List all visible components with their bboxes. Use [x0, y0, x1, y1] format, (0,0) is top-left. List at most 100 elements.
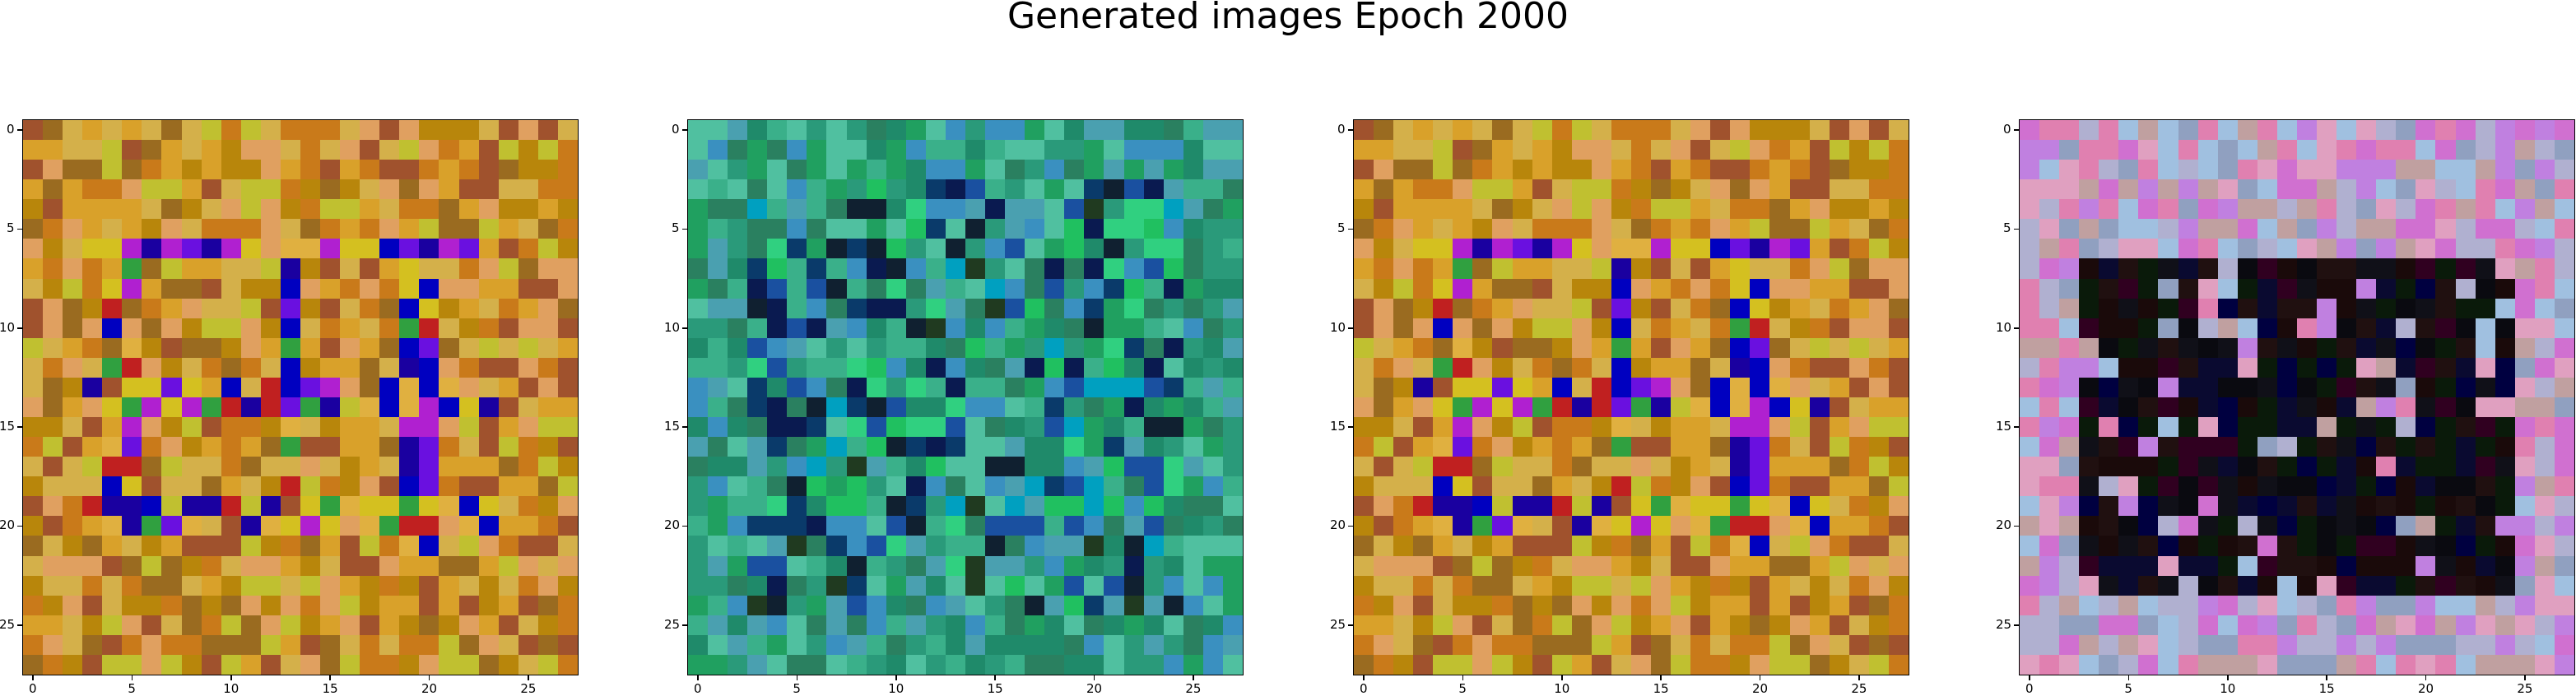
image-pixel	[1104, 575, 1124, 596]
image-pixel	[2039, 595, 2060, 615]
image-pixel	[1472, 318, 1493, 338]
image-pixel	[2099, 219, 2119, 239]
image-pixel	[2237, 318, 2257, 338]
image-pixel	[1512, 278, 1532, 299]
image-pixel	[1433, 476, 1453, 497]
image-pixel	[1888, 199, 1909, 220]
image-pixel	[2197, 120, 2218, 141]
image-pixel	[2435, 516, 2456, 536]
image-pixel	[260, 575, 281, 596]
image-pixel	[886, 555, 906, 576]
image-pixel	[846, 654, 867, 675]
image-pixel	[518, 140, 538, 160]
image-pixel	[767, 219, 788, 239]
image-pixel	[2276, 516, 2297, 536]
image-pixel	[1591, 397, 1611, 418]
image-pixel	[1044, 595, 1065, 615]
image-pixel	[1143, 555, 1164, 576]
image-pixel	[866, 120, 886, 141]
image-pixel	[1690, 239, 1711, 259]
image-pixel	[1044, 318, 1065, 338]
image-pixel	[419, 476, 439, 497]
image-pixel	[2138, 575, 2159, 596]
image-pixel	[846, 575, 867, 596]
image-pixel	[2099, 318, 2119, 338]
image-pixel	[1393, 337, 1414, 358]
image-pixel	[1809, 278, 1830, 299]
image-pixel	[2099, 337, 2119, 358]
image-pixel	[399, 457, 420, 477]
x-tick	[329, 675, 331, 680]
image-pixel	[846, 634, 867, 655]
image-pixel	[240, 298, 261, 318]
image-pixel	[557, 457, 578, 477]
image-pixel	[807, 160, 827, 180]
image-pixel	[1868, 219, 1889, 239]
image-pixel	[2158, 536, 2178, 556]
image-pixel	[688, 318, 709, 338]
image-pixel	[787, 377, 807, 397]
image-pixel	[2534, 417, 2555, 438]
image-pixel	[478, 575, 499, 596]
y-tick-label: 15	[0, 419, 16, 434]
image-pixel	[63, 654, 83, 675]
image-pixel	[1750, 377, 1770, 397]
image-pixel	[1512, 179, 1532, 200]
image-pixel	[557, 318, 578, 338]
image-pixel	[1374, 437, 1394, 457]
image-pixel	[1143, 357, 1164, 378]
image-pixel	[537, 337, 558, 358]
image-pixel	[221, 357, 241, 378]
image-pixel	[2257, 654, 2277, 675]
image-pixel	[1829, 298, 1849, 318]
image-pixel	[300, 417, 321, 438]
image-pixel	[439, 140, 459, 160]
image-pixel	[728, 634, 748, 655]
image-pixel	[399, 397, 420, 418]
image-pixel	[2296, 555, 2318, 576]
image-pixel	[2296, 496, 2318, 517]
image-pixel	[2514, 536, 2535, 556]
image-pixel	[2217, 179, 2238, 200]
image-pixel	[1123, 298, 1144, 318]
image-pixel	[102, 278, 123, 299]
image-pixel	[2495, 318, 2515, 338]
image-pixel	[1143, 120, 1164, 141]
image-pixel	[2020, 160, 2040, 180]
image-pixel	[63, 120, 83, 141]
image-pixel	[1374, 278, 1394, 299]
image-pixel	[2554, 417, 2574, 438]
image-pixel	[2317, 219, 2337, 239]
image-pixel	[2237, 278, 2257, 299]
image-pixel	[1104, 219, 1124, 239]
image-pixel	[1413, 199, 1434, 220]
image-pixel	[1453, 140, 1473, 160]
image-pixel	[2099, 634, 2119, 655]
image-pixel	[240, 199, 261, 220]
image-pixel	[1710, 397, 1731, 418]
image-pixel	[1183, 615, 1203, 635]
image-pixel	[2039, 377, 2060, 397]
image-pixel	[2416, 258, 2436, 279]
image-pixel	[1084, 377, 1104, 397]
image-pixel	[2396, 337, 2416, 358]
image-pixel	[2118, 516, 2139, 536]
image-pixel	[122, 437, 142, 457]
image-pixel	[1611, 278, 1631, 299]
image-pixel	[1393, 615, 1414, 635]
image-pixel	[2257, 140, 2277, 160]
image-pixel	[1143, 377, 1164, 397]
image-pixel	[1472, 337, 1493, 358]
image-pixel	[360, 239, 380, 259]
image-pixel	[1374, 575, 1394, 596]
image-pixel	[537, 239, 558, 259]
image-pixel	[905, 496, 926, 517]
image-pixel	[2376, 476, 2397, 497]
image-pixel	[1104, 437, 1124, 457]
image-pixel	[767, 397, 788, 418]
image-pixel	[1064, 140, 1085, 160]
image-pixel	[1005, 457, 1025, 477]
image-pixel	[688, 437, 709, 457]
image-pixel	[2475, 496, 2495, 517]
image-pixel	[1551, 160, 1572, 180]
